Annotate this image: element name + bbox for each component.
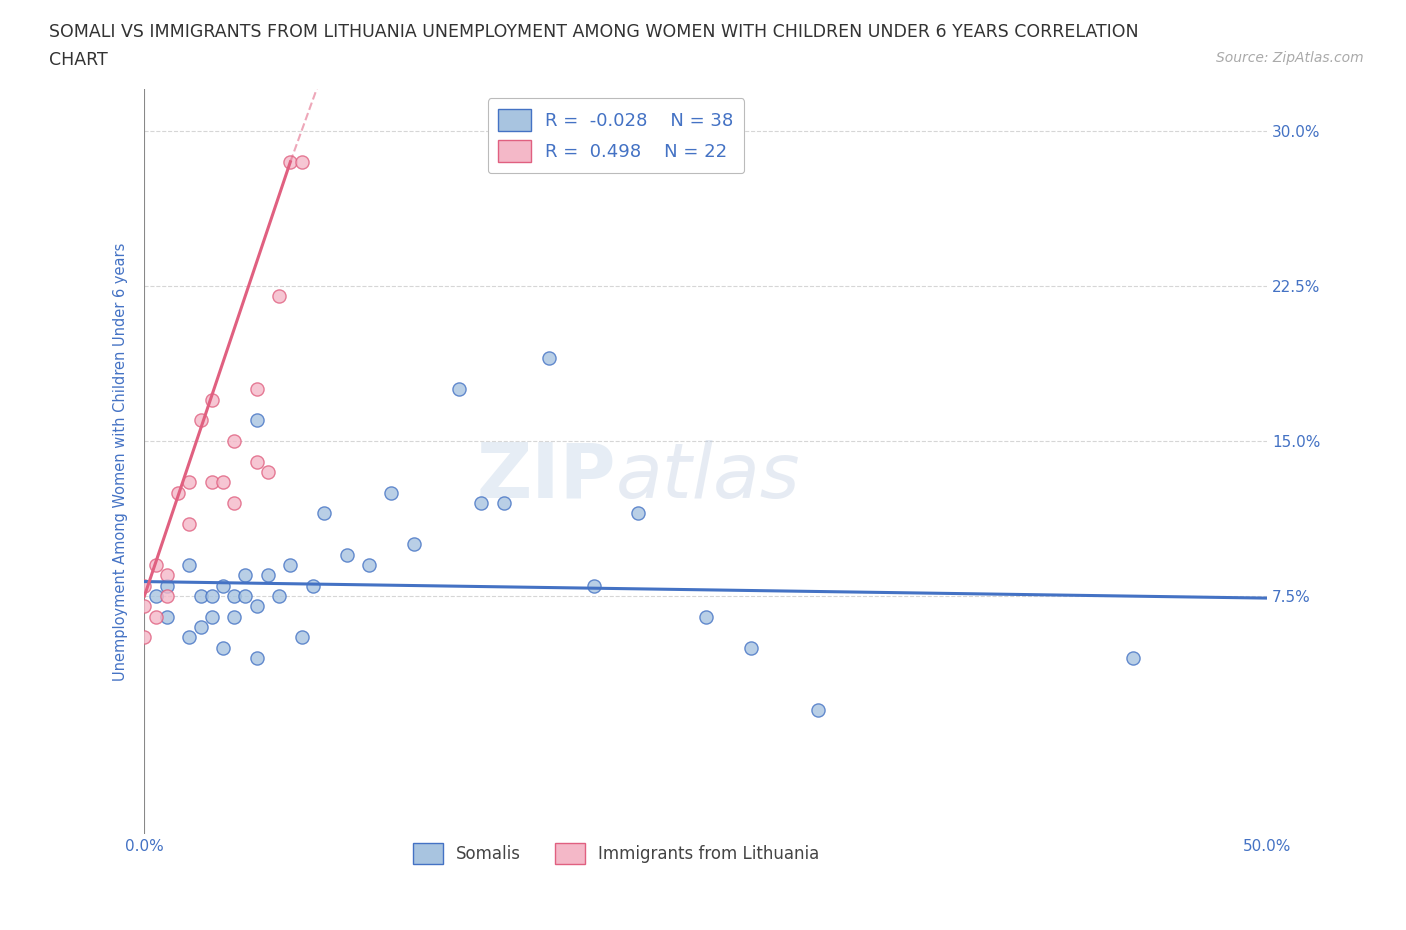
- Point: [156, 568, 179, 583]
- Point: [695, 609, 717, 624]
- Point: [235, 589, 257, 604]
- Text: ZIP: ZIP: [477, 440, 616, 513]
- Point: [1122, 651, 1144, 666]
- Y-axis label: Unemployment Among Women with Children Under 6 years: Unemployment Among Women with Children U…: [114, 243, 128, 681]
- Point: [246, 413, 269, 428]
- Point: [235, 568, 257, 583]
- Point: [224, 609, 246, 624]
- Point: [537, 351, 560, 365]
- Point: [212, 475, 235, 490]
- Point: [145, 609, 167, 624]
- Legend: Somalis, Immigrants from Lithuania: Somalis, Immigrants from Lithuania: [406, 837, 825, 870]
- Point: [201, 392, 224, 407]
- Point: [156, 589, 179, 604]
- Point: [269, 288, 291, 303]
- Point: [179, 475, 201, 490]
- Point: [380, 485, 402, 500]
- Point: [291, 630, 314, 644]
- Point: [312, 506, 335, 521]
- Point: [134, 578, 156, 593]
- Point: [269, 589, 291, 604]
- Point: [134, 599, 156, 614]
- Point: [190, 619, 212, 634]
- Point: [257, 464, 280, 479]
- Point: [402, 537, 425, 551]
- Point: [224, 496, 246, 511]
- Point: [807, 702, 830, 717]
- Point: [246, 651, 269, 666]
- Point: [179, 558, 201, 573]
- Point: [167, 485, 190, 500]
- Point: [190, 589, 212, 604]
- Point: [447, 382, 470, 397]
- Point: [179, 630, 201, 644]
- Point: [246, 382, 269, 397]
- Point: [257, 568, 280, 583]
- Point: [291, 154, 314, 169]
- Point: [212, 641, 235, 656]
- Point: [190, 413, 212, 428]
- Point: [145, 558, 167, 573]
- Point: [492, 496, 515, 511]
- Point: [201, 589, 224, 604]
- Point: [246, 599, 269, 614]
- Point: [201, 609, 224, 624]
- Point: [301, 578, 323, 593]
- Point: [156, 578, 179, 593]
- Text: atlas: atlas: [616, 440, 800, 513]
- Point: [627, 506, 650, 521]
- Text: CHART: CHART: [49, 51, 108, 69]
- Point: [224, 433, 246, 448]
- Text: SOMALI VS IMMIGRANTS FROM LITHUANIA UNEMPLOYMENT AMONG WOMEN WITH CHILDREN UNDER: SOMALI VS IMMIGRANTS FROM LITHUANIA UNEM…: [49, 23, 1139, 41]
- Point: [280, 154, 302, 169]
- Point: [201, 475, 224, 490]
- Point: [335, 547, 357, 562]
- Point: [212, 578, 235, 593]
- Text: Source: ZipAtlas.com: Source: ZipAtlas.com: [1216, 51, 1364, 65]
- Point: [134, 630, 156, 644]
- Point: [357, 558, 380, 573]
- Point: [145, 589, 167, 604]
- Point: [740, 641, 762, 656]
- Point: [470, 496, 492, 511]
- Point: [280, 558, 302, 573]
- Point: [246, 454, 269, 469]
- Point: [224, 589, 246, 604]
- Point: [179, 516, 201, 531]
- Point: [156, 609, 179, 624]
- Point: [582, 578, 605, 593]
